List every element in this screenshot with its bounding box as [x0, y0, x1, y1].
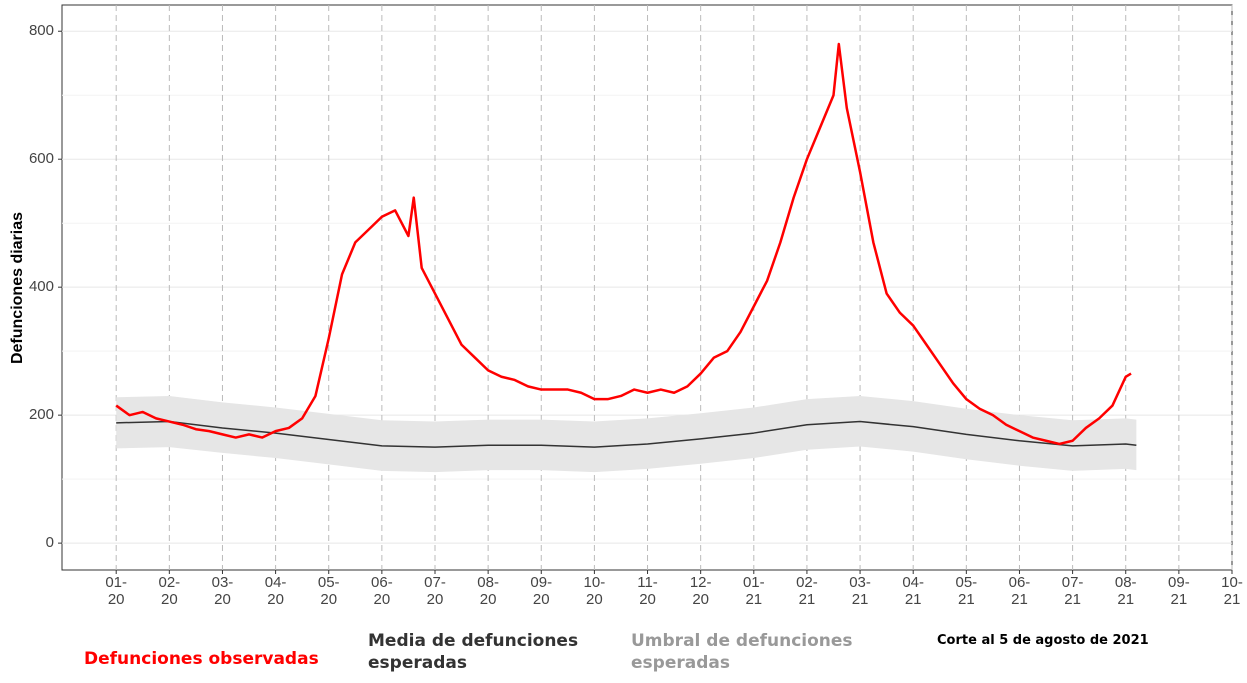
legend-entry: Umbral de defunciones esperadas	[631, 631, 853, 673]
x-tick-label: 03- 20	[211, 574, 234, 608]
series-line	[115, 42, 1132, 446]
x-tick-label: 03- 21	[849, 574, 871, 608]
x-tick-label: 08- 20	[477, 574, 499, 608]
x-tick-label: 01- 20	[105, 574, 128, 608]
x-tick-label: 02- 21	[796, 574, 818, 608]
x-tick-label: 12- 20	[689, 574, 712, 608]
y-tick-label: 800	[29, 22, 54, 39]
x-tick-label: 06- 21	[1008, 574, 1031, 608]
x-tick-label: 04- 21	[902, 574, 925, 608]
y-tick-label: 400	[29, 278, 54, 295]
legend-entry: Defunciones observadas	[84, 649, 319, 669]
series-line	[116, 420, 1137, 448]
x-tick-label: 02- 20	[158, 574, 181, 608]
y-axis-label: Defunciones diarias	[9, 212, 26, 364]
x-tick-label: 08- 21	[1114, 574, 1137, 608]
x-tick-label: 10- 21	[1221, 574, 1243, 608]
x-tick-label: 06- 20	[371, 574, 393, 608]
x-tick-label: 10- 20	[583, 574, 606, 608]
y-tick-label: 0	[46, 534, 54, 551]
x-tick-label: 04- 20	[264, 574, 287, 608]
x-tick-label: 05- 20	[317, 574, 340, 608]
x-tick-label: 05- 21	[955, 574, 978, 608]
y-tick-label: 200	[29, 406, 54, 423]
y-tick-label: 600	[29, 150, 54, 167]
grid	[62, 5, 1233, 570]
legend-entry: Media de defunciones esperadas	[368, 631, 579, 673]
x-tick-label: 01- 21	[742, 574, 765, 608]
x-tick-label: 11- 20	[637, 574, 658, 608]
x-tick-label: 09- 20	[530, 574, 553, 608]
threshold-band	[116, 395, 1137, 473]
x-tick-label: 09- 21	[1168, 574, 1190, 608]
annotation: Corte al 5 de agosto de 2021	[937, 633, 1149, 648]
x-tick-label: 07- 20	[424, 574, 446, 608]
x-tick-label: 07- 21	[1061, 574, 1084, 608]
